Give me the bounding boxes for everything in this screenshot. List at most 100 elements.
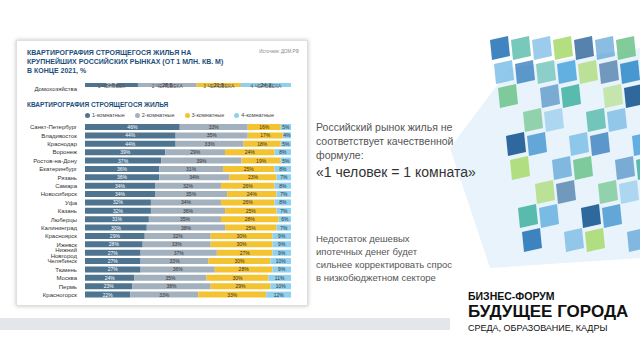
svg-text:Красноярск: Красноярск [45,233,77,239]
svg-text:19%: 19% [256,158,267,164]
svg-text:27%: 27% [108,266,119,272]
svg-text:29%: 29% [190,149,201,155]
svg-text:33%: 33% [227,292,238,298]
svg-text:9%: 9% [278,266,286,272]
svg-text:30%: 30% [234,258,245,264]
svg-text:30%: 30% [237,241,248,247]
svg-text:1 ЧЕЛОВЕК: 1 ЧЕЛОВЕК [98,83,126,89]
svg-text:10%: 10% [276,258,287,264]
svg-text:33%: 33% [170,258,181,264]
svg-text:25%: 25% [246,225,257,231]
svg-text:24%: 24% [105,275,116,281]
svg-text:39%: 39% [120,149,131,155]
svg-text:29%: 29% [236,283,247,289]
svg-text:35%: 35% [180,216,191,222]
svg-text:Красногорск: Красногорск [43,292,78,298]
svg-text:Уфа: Уфа [65,200,78,206]
svg-text:5%: 5% [282,158,290,164]
svg-text:17%: 17% [260,132,271,138]
svg-text:39%: 39% [196,158,207,164]
svg-text:26%: 26% [243,183,254,189]
svg-text:33%: 33% [159,292,170,298]
svg-text:7%: 7% [280,191,288,197]
svg-text:28%: 28% [245,216,256,222]
svg-text:Рязань: Рязань [57,175,77,181]
svg-text:27%: 27% [240,250,251,256]
svg-text:4%: 4% [283,132,291,138]
svg-text:33%: 33% [209,124,220,130]
svg-text:32%: 32% [173,233,184,239]
svg-text:36%: 36% [117,174,128,180]
svg-text:НижнийНовгород: НижнийНовгород [51,247,78,259]
svg-text:4 ЧЕЛОВЕКА: 4 ЧЕЛОВЕКА [251,83,283,89]
svg-text:44%: 44% [125,132,136,138]
svg-text:36%: 36% [117,166,128,172]
svg-text:34%: 34% [115,191,126,197]
svg-text:7%: 7% [280,225,288,231]
svg-text:34%: 34% [189,174,200,180]
svg-text:29%: 29% [110,233,121,239]
svg-text:Воронеж: Воронеж [52,149,77,155]
svg-text:Казань: Казань [58,208,77,214]
svg-text:38%: 38% [181,225,192,231]
svg-text:24%: 24% [245,149,256,155]
svg-text:22%: 22% [103,292,114,298]
svg-text:30%: 30% [111,225,122,231]
svg-text:Владивосток: Владивосток [41,133,77,139]
svg-text:9%: 9% [278,250,286,256]
svg-text:27%: 27% [108,258,119,264]
svg-text:25%: 25% [246,208,257,214]
svg-text:28%: 28% [239,266,250,272]
svg-text:44%: 44% [125,141,136,147]
svg-text:7%: 7% [280,208,288,214]
svg-text:24%: 24% [247,191,258,197]
svg-text:31%: 31% [112,216,123,222]
svg-text:27%: 27% [108,250,119,256]
svg-text:35%: 35% [165,275,176,281]
svg-text:32%: 32% [183,183,194,189]
svg-text:32%: 32% [113,199,124,205]
svg-text:Москва: Москва [57,275,78,281]
svg-text:30%: 30% [237,233,248,239]
svg-text:8%: 8% [279,183,287,189]
svg-text:Домохозяйства: Домохозяйства [34,86,77,92]
svg-text:32%: 32% [113,208,124,214]
svg-text:23%: 23% [104,283,115,289]
svg-text:Санкт-Петербург: Санкт-Петербург [30,124,78,130]
svg-text:2 ЧЕЛОВЕКА: 2 ЧЕЛОВЕКА [152,83,184,89]
svg-text:Люберцы: Люберцы [51,217,77,223]
svg-text:16%: 16% [259,124,270,130]
svg-text:38%: 38% [167,283,178,289]
svg-text:9%: 9% [278,241,286,247]
svg-text:18%: 18% [257,141,268,147]
svg-text:30%: 30% [232,275,243,281]
svg-text:5%: 5% [282,124,290,130]
svg-text:Челябинск: Челябинск [47,258,77,264]
svg-text:34%: 34% [181,199,192,205]
svg-text:Екатеринбург: Екатеринбург [39,166,78,172]
svg-text:36%: 36% [183,208,194,214]
svg-text:28%: 28% [109,241,120,247]
svg-text:7%: 7% [280,174,288,180]
svg-text:Калининград: Калининград [41,225,78,231]
svg-text:46%: 46% [127,124,138,130]
svg-text:25%: 25% [244,166,255,172]
svg-text:Тюмень: Тюмень [55,267,77,273]
svg-text:8%: 8% [279,166,287,172]
svg-text:Самара: Самара [55,183,78,189]
svg-text:9%: 9% [278,233,286,239]
svg-text:33%: 33% [205,141,216,147]
svg-text:Краснодар: Краснодар [47,141,78,147]
svg-text:10%: 10% [276,283,287,289]
svg-text:23%: 23% [248,174,259,180]
svg-text:Новосибирск: Новосибирск [41,191,78,197]
svg-text:6%: 6% [281,216,289,222]
svg-text:11%: 11% [275,275,285,281]
svg-text:Пермь: Пермь [59,284,77,290]
svg-text:12%: 12% [274,292,285,298]
svg-text:36%: 36% [173,266,184,272]
svg-text:8%: 8% [279,199,287,205]
svg-text:35%: 35% [186,191,197,197]
svg-text:33%: 33% [172,241,183,247]
svg-text:31%: 31% [186,166,197,172]
